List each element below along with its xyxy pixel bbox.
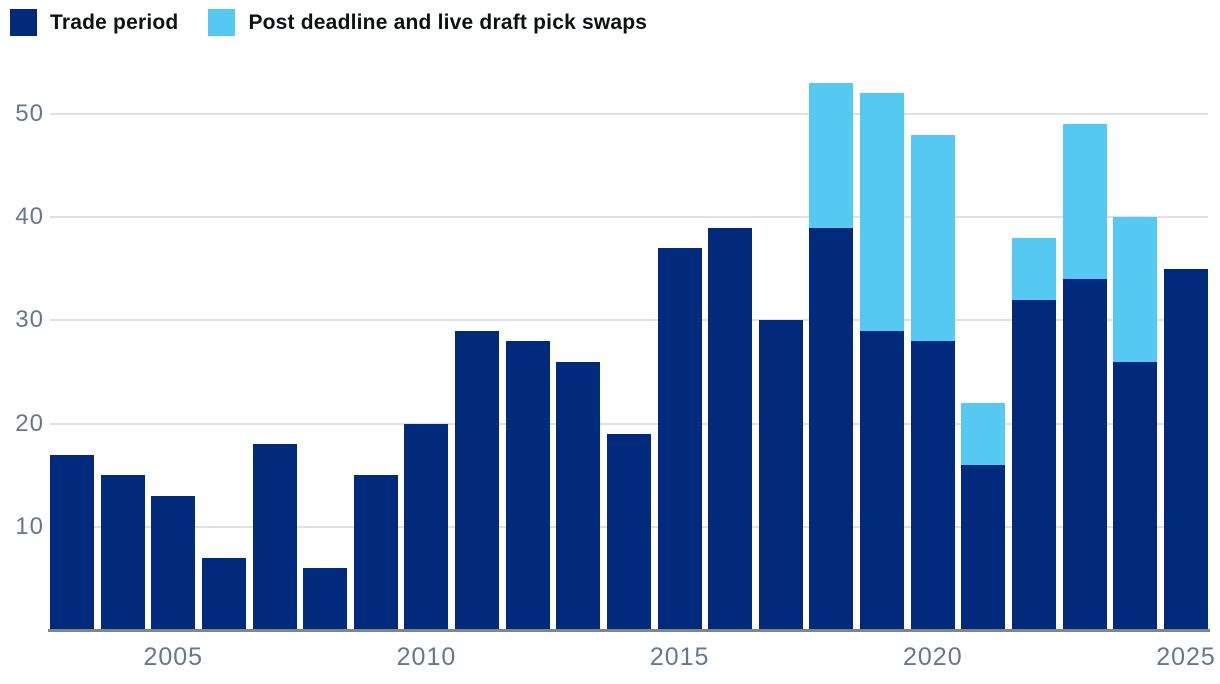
bar-chart-plot-area: 10 20 30 40 50 2005 2010 2015 2020 2025 [15,70,1215,671]
bar-2021 [961,402,1006,630]
bar-2005 [151,495,196,630]
bar-segment-trade-period-2013 [556,361,601,630]
bar-2009 [353,475,398,630]
bar-segment-trade-period-2009 [353,475,398,630]
bar-2022 [1011,237,1056,630]
bar-segment-trade-period-2005 [151,495,196,630]
bar-segment-trade-period-2024 [1113,361,1158,630]
bar-segment-trade-period-2016 [708,227,753,630]
bar-segment-post-deadline-2024 [1113,217,1158,362]
bar-2010 [404,423,449,630]
bar-2014 [606,433,651,630]
y-axis-label-20: 20 [15,409,44,437]
x-axis-label-2015: 2015 [649,643,710,671]
legend-item-trade-period: Trade period [10,9,178,36]
bar-segment-trade-period-2011 [455,330,499,630]
bar-segment-trade-period-2014 [606,433,651,630]
bar-2008 [303,568,348,630]
bar-segment-trade-period-2010 [404,423,449,630]
x-axis-line [48,629,1210,632]
bar-2025 [1163,268,1208,630]
x-axis-label-2020: 2020 [903,643,963,671]
bar-segment-trade-period-2017 [758,320,803,630]
bar-2016 [708,227,753,630]
gridline-20 [50,422,1208,425]
bar-segment-trade-period-2008 [303,568,348,630]
y-axis-label-40: 40 [15,203,44,231]
bar-segment-trade-period-2021 [961,464,1006,630]
x-axis-label-2025: 2025 [1156,643,1216,671]
bar-2020 [910,134,955,630]
bar-2019 [860,93,904,630]
x-axis-label-2005: 2005 [143,643,204,671]
y-axis-label-30: 30 [15,306,44,334]
trade-period-swatch-icon [10,9,37,36]
bar-segment-trade-period-2022 [1011,299,1056,630]
x-axis-label-2010: 2010 [396,643,457,671]
bar-2013 [556,361,601,630]
y-axis-label-10: 10 [15,512,44,540]
bar-2012 [505,341,550,630]
post-deadline-swatch-icon [208,9,236,36]
y-axis-label-50: 50 [15,100,44,127]
bar-segment-trade-period-2007 [252,444,297,630]
gridline-30 [50,319,1208,322]
bar-segment-post-deadline-2021 [961,402,1006,465]
bar-segment-trade-period-2012 [505,341,550,630]
bar-2015 [657,248,702,630]
bars-layer [50,70,1208,630]
bar-segment-trade-period-2019 [860,330,904,630]
bar-2006 [201,557,246,630]
bar-segment-trade-period-2004 [100,475,145,630]
bar-segment-trade-period-2020 [910,341,955,630]
bar-2003 [50,454,94,630]
bar-2023 [1062,124,1107,630]
legend-item-post-deadline: Post deadline and live draft pick swaps [208,9,647,36]
bar-segment-trade-period-2023 [1062,279,1107,630]
bar-segment-post-deadline-2019 [860,93,904,331]
bar-segment-trade-period-2018 [809,227,854,630]
gridline-40 [50,216,1208,219]
bar-2004 [100,475,145,630]
bar-segment-trade-period-2006 [201,557,246,630]
bar-segment-trade-period-2015 [657,248,702,630]
bar-segment-post-deadline-2018 [809,83,854,228]
gridline-50 [50,113,1208,115]
legend-label-trade-period: Trade period [50,10,179,34]
bar-2007 [252,444,297,630]
legend: Trade period Post deadline and live draf… [10,9,647,36]
bar-2018 [809,83,854,630]
bar-2017 [758,320,803,630]
bar-2011 [455,330,499,630]
bar-2024 [1113,217,1158,630]
bar-segment-post-deadline-2023 [1062,124,1107,280]
bar-segment-trade-period-2003 [50,454,94,630]
bar-segment-post-deadline-2022 [1011,237,1056,300]
bar-segment-post-deadline-2020 [910,134,955,342]
legend-label-post-deadline: Post deadline and live draft pick swaps [248,10,648,34]
bar-segment-trade-period-2025 [1163,268,1208,630]
